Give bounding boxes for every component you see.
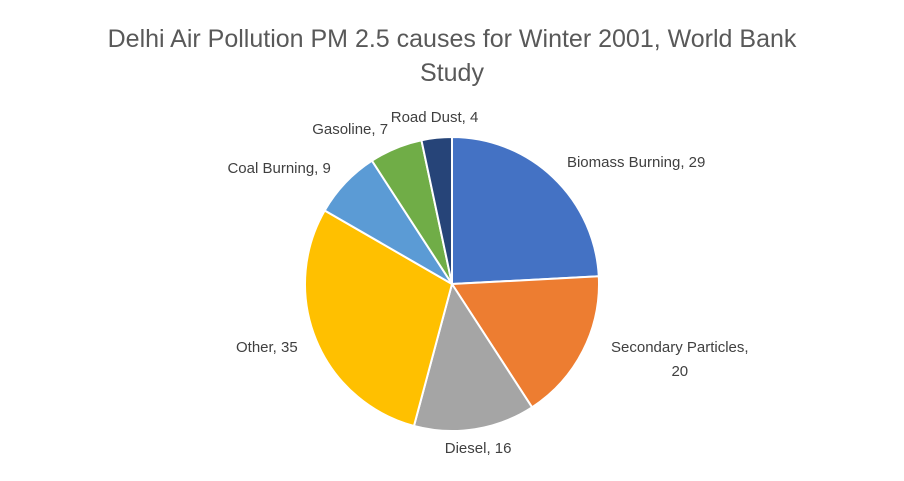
pie-slice xyxy=(412,281,534,432)
data-label: Secondary Particles, 20 xyxy=(611,338,749,380)
data-label: Gasoline, 7 xyxy=(312,120,389,138)
data-label: Diesel, 16 xyxy=(444,439,512,457)
data-label: Biomass Burning, 29 xyxy=(566,153,706,171)
data-label: Coal Burning, 9 xyxy=(227,160,331,178)
pie-slice xyxy=(304,209,454,428)
pie-slice xyxy=(420,135,453,285)
chart-title: Delhi Air Pollution PM 2.5 causes for Wi… xyxy=(107,25,797,87)
pie-slice xyxy=(451,135,600,286)
pie-slice xyxy=(450,275,600,409)
data-label: Other, 35 xyxy=(235,338,298,356)
data-label: Road Dust, 4 xyxy=(390,108,479,126)
